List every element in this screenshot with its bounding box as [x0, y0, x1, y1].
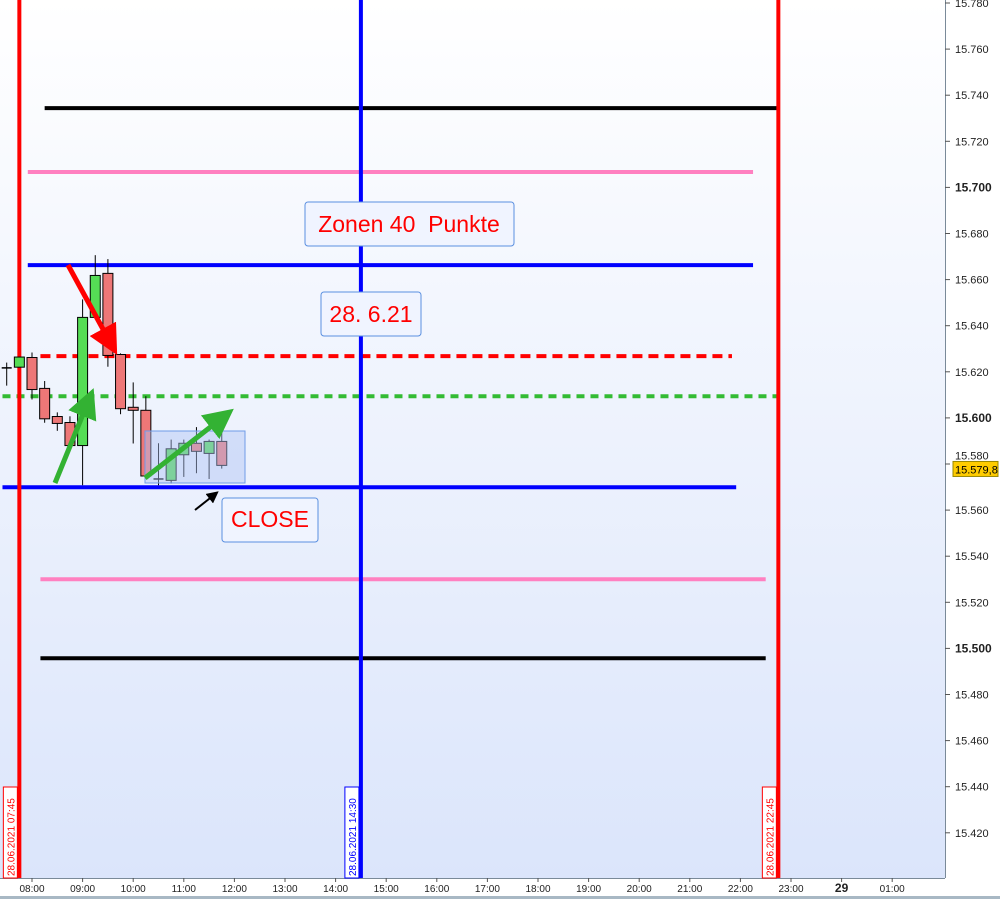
y-tick-label: 15.720: [955, 136, 989, 148]
candle: [51, 412, 63, 431]
candle-body: [26, 357, 38, 391]
candle-body: [216, 440, 228, 466]
x-tick-label: 23:00: [778, 884, 803, 895]
y-tick-label: 15.500: [955, 641, 992, 655]
y-tick-label: 15.620: [955, 367, 989, 379]
candle: [102, 259, 114, 367]
y-tick-label: 15.480: [955, 690, 989, 702]
x-tick-label: 14:00: [323, 884, 348, 895]
x-tick-label: 08:00: [19, 884, 44, 895]
vertical-line-label: 28.06.2021 22:45: [765, 798, 776, 876]
x-tick-label: 19:00: [576, 884, 601, 895]
y-tick-label: 15.440: [955, 782, 989, 794]
candle-body: [39, 387, 51, 420]
y-tick-label: 15.580: [955, 450, 989, 462]
x-tick-label: 21:00: [677, 884, 702, 895]
y-tick-label: 15.740: [955, 90, 989, 102]
y-tick-label: 15.680: [955, 229, 989, 241]
annotation-text: 28. 6.21: [329, 301, 412, 327]
vertical-line-label: 28.06.2021 07:45: [6, 798, 17, 876]
annotation-close: CLOSE: [221, 497, 319, 543]
candle: [115, 353, 127, 415]
vertical-line-label-box: [761, 786, 777, 879]
x-tick-label: 13:00: [272, 884, 297, 895]
x-tick-label: 17:00: [475, 884, 500, 895]
annotation-text: Zonen 40 Punkte: [318, 211, 500, 237]
vertical-line-label-box: [2, 786, 18, 879]
x-tick-label: 12:00: [222, 884, 247, 895]
y-tick-label: 15.540: [955, 551, 989, 563]
candle: [39, 381, 51, 423]
x-tick-label: 15:00: [374, 884, 399, 895]
candle: [26, 352, 38, 400]
candle-body: [115, 354, 127, 410]
x-tick-label: 10:00: [121, 884, 146, 895]
x-tick-label: 09:00: [70, 884, 95, 895]
y-tick-label: 15.640: [955, 321, 989, 333]
candle-body: [127, 406, 139, 411]
candle-body: [13, 356, 25, 368]
x-tick-label: 22:00: [728, 884, 753, 895]
y-tick-label: 15.560: [955, 505, 989, 517]
candle: [13, 356, 25, 368]
last-price-text: 15.579,8: [955, 464, 998, 476]
last-price-label: 15.579,8: [952, 460, 999, 477]
up-arrow-green: [143, 408, 234, 480]
y-tick-label: 15.700: [955, 180, 992, 194]
x-tick-label: 01:00: [880, 884, 905, 895]
candle-body: [51, 416, 63, 424]
y-tick-label: 15.460: [955, 736, 989, 748]
annotation-text: CLOSE: [231, 506, 309, 532]
x-tick-label: 20:00: [627, 884, 652, 895]
down-arrow-red: [65, 263, 118, 356]
candle-body: [203, 440, 215, 454]
plot-background: [0, 0, 945, 878]
candle-body: [77, 316, 89, 447]
vertical-line-label: 28.06.2021 14:30: [348, 798, 359, 876]
x-axis-panel: [0, 878, 1000, 899]
candle: [127, 382, 139, 444]
candle-body: [102, 272, 114, 356]
y-tick-label: 15.420: [955, 828, 989, 840]
y-tick-label: 15.600: [955, 411, 992, 425]
vertical-line-label-box: [344, 786, 360, 879]
candle: [203, 439, 215, 479]
annotation-date: 28. 6.21: [320, 291, 422, 337]
candle: [1, 362, 12, 386]
y-tick-label: 15.780: [955, 0, 989, 10]
y-axis-panel: [945, 0, 1000, 878]
x-tick-label: 16:00: [424, 884, 449, 895]
y-tick-label: 15.760: [955, 44, 989, 56]
bottom-border: [0, 896, 1000, 899]
candle-body: [190, 442, 202, 452]
last-price-box: [952, 460, 999, 477]
y-tick-label: 15.520: [955, 597, 989, 609]
candle: [153, 443, 164, 486]
x-tick-label: 11:00: [172, 884, 197, 895]
x-tick-label: 18:00: [525, 884, 550, 895]
x-tick-label: 29: [835, 881, 849, 895]
y-tick-label: 15.660: [955, 275, 989, 287]
close-pointer-arrow: [194, 491, 219, 511]
up-arrow-green: [52, 388, 97, 484]
annotation-zonen: Zonen 40 Punkte: [304, 201, 515, 247]
